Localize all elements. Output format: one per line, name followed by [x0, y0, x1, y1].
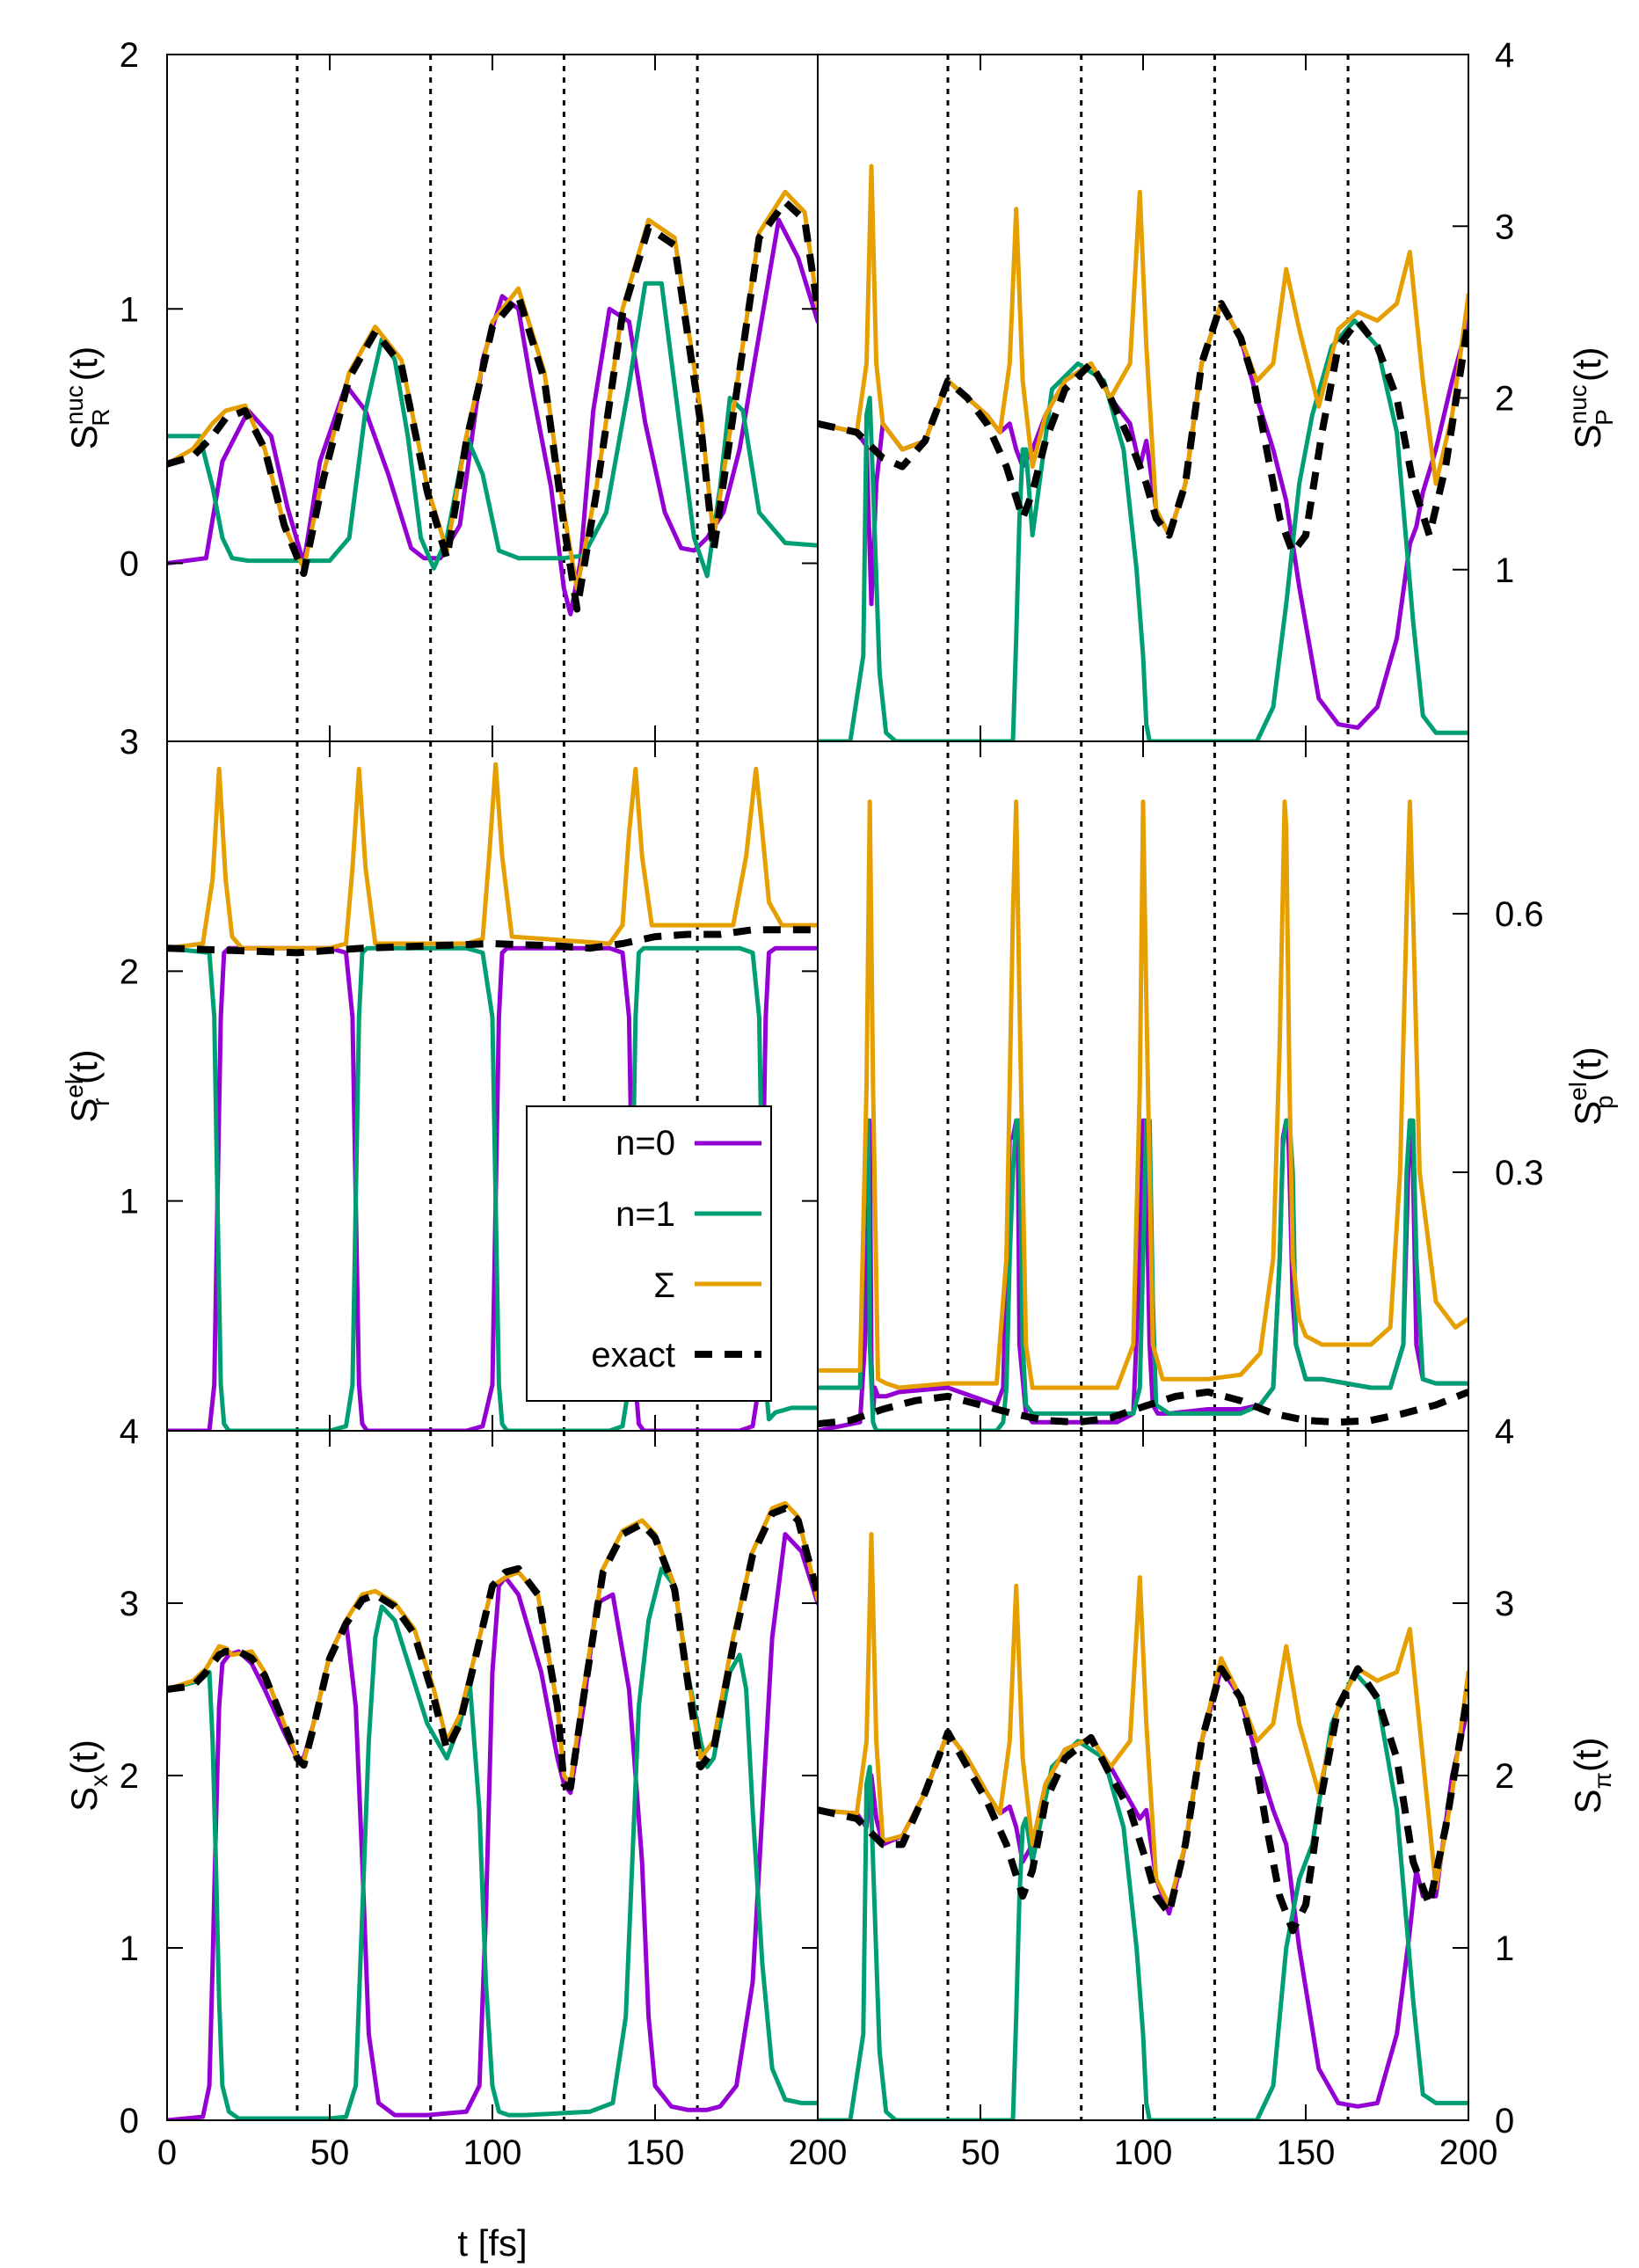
series-line-exact [818, 1665, 1468, 1935]
y-axis-title: Sπ(t) [1567, 1738, 1616, 1814]
y-tick-label: 2 [1495, 380, 1514, 419]
y-tick-label: 4 [1495, 1412, 1514, 1451]
series-line-exact [167, 1505, 818, 1791]
series-line-sigma [167, 762, 818, 951]
x-tick-label: 200 [789, 2133, 848, 2172]
y-tick-label: 3 [1495, 208, 1514, 246]
legend: n=0 n=1 Σ exact [526, 1105, 772, 1402]
y-tick-label: 1 [1495, 1929, 1514, 1968]
x-tick-label: 150 [626, 2133, 685, 2172]
x-tick-label: 50 [961, 2133, 1001, 2172]
x-axis: 0 50 100 150 200 50 100 150 200 [157, 2133, 1498, 2172]
series-group [818, 1532, 1468, 2120]
y-axis-title: Selr(t) [61, 1049, 114, 1122]
panel-x_right_bot: 0 1 2 3 4 Sπ(t) [817, 1412, 1616, 2140]
legend-label-n1: n=1 [616, 1195, 675, 1234]
series-line-n1 [167, 945, 818, 1431]
panel-p_left_top: 0 1 2 SnucR(t) [61, 36, 819, 742]
series-line-n1 [167, 281, 818, 579]
legend-label-sigma: Σ [653, 1266, 675, 1305]
y-tick-label: 3 [1495, 1585, 1514, 1623]
series-group [167, 189, 818, 616]
y-axis-title: SnucP(t) [1564, 346, 1618, 448]
y-tick-label: 3 [120, 1585, 139, 1623]
series-line-sigma [818, 799, 1468, 1390]
y-axis-title: Selp(t) [1564, 1046, 1618, 1126]
legend-label-n0: n=0 [616, 1124, 675, 1163]
y-tick-label: 0 [120, 545, 139, 584]
y-tick-label: 1 [120, 1183, 139, 1222]
y-tick-label: 2 [120, 952, 139, 991]
y-tick-label: 3 [120, 723, 139, 762]
y-tick-label: 0.6 [1495, 895, 1544, 934]
y-axis-title: SnucR(t) [61, 346, 114, 450]
series-line-exact [167, 926, 818, 957]
x-tick-label: 50 [310, 2133, 350, 2172]
y-tick-label: 0.3 [1495, 1154, 1544, 1192]
series-group [818, 164, 1468, 741]
series-group [167, 1500, 818, 2120]
panel-p_right_top: 1 2 3 4 SnucP(t) [817, 36, 1618, 742]
x-tick-label: 100 [1114, 2133, 1173, 2172]
panel-r_right_mid: 0.3 0.6 Selp(t) [817, 740, 1618, 1432]
series-group [167, 762, 818, 1431]
y-tick-label: 2 [120, 36, 139, 75]
y-tick-label: 4 [1495, 36, 1514, 75]
series-line-exact [167, 198, 818, 613]
x-axis-title: t [fs] [457, 2222, 527, 2264]
y-tick-label: 2 [1495, 1757, 1514, 1796]
x-tick-label: 0 [157, 2133, 177, 2172]
legend-label-exact: exact [591, 1336, 675, 1375]
series-line-exact [818, 1388, 1468, 1428]
x-tick-label: 200 [1439, 2133, 1498, 2172]
series-group [818, 799, 1468, 1431]
y-axis-title: Sx(t) [63, 1739, 113, 1812]
x-tick-label: 100 [463, 2133, 522, 2172]
series-line-n1 [818, 1118, 1468, 1431]
y-tick-label: 1 [120, 290, 139, 329]
y-tick-label: 1 [1495, 551, 1514, 590]
y-tick-label: 2 [120, 1757, 139, 1796]
y-tick-label: 0 [1495, 2102, 1514, 2140]
x-tick-label: 150 [1277, 2133, 1336, 2172]
y-tick-label: 4 [120, 1412, 139, 1451]
y-tick-label: 0 [120, 2102, 139, 2140]
y-tick-label: 1 [120, 1929, 139, 1968]
series-line-exact [818, 300, 1468, 557]
panel-x_left_bot: 0 1 2 3 4 Sx(t) [63, 1412, 819, 2140]
